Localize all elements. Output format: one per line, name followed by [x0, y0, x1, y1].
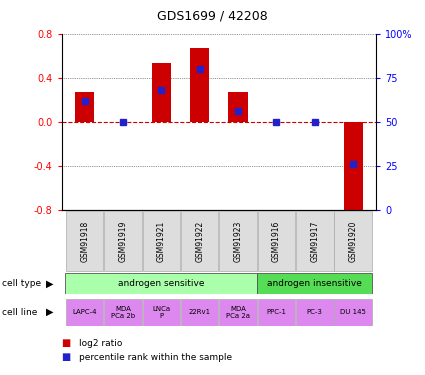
Text: ▶: ▶	[46, 279, 54, 288]
Text: LAPC-4: LAPC-4	[72, 309, 97, 315]
FancyBboxPatch shape	[258, 211, 295, 271]
FancyBboxPatch shape	[181, 211, 218, 271]
Text: GSM91923: GSM91923	[234, 220, 243, 262]
Text: MDA
PCa 2b: MDA PCa 2b	[111, 306, 135, 319]
Text: MDA
PCa 2a: MDA PCa 2a	[226, 306, 250, 319]
FancyBboxPatch shape	[258, 298, 295, 326]
FancyBboxPatch shape	[104, 211, 142, 271]
FancyBboxPatch shape	[257, 273, 372, 294]
FancyBboxPatch shape	[65, 273, 257, 294]
Text: PC-3: PC-3	[307, 309, 323, 315]
FancyBboxPatch shape	[296, 298, 334, 326]
Text: DU 145: DU 145	[340, 309, 366, 315]
Text: PPC-1: PPC-1	[266, 309, 286, 315]
Text: ■: ■	[62, 352, 71, 362]
FancyBboxPatch shape	[66, 211, 103, 271]
FancyBboxPatch shape	[181, 298, 218, 326]
FancyBboxPatch shape	[142, 211, 180, 271]
FancyBboxPatch shape	[142, 298, 180, 326]
Text: ▶: ▶	[46, 307, 54, 317]
Text: GDS1699 / 42208: GDS1699 / 42208	[157, 9, 268, 22]
Text: cell type: cell type	[2, 279, 41, 288]
Text: percentile rank within the sample: percentile rank within the sample	[79, 352, 232, 362]
FancyBboxPatch shape	[104, 298, 142, 326]
Text: LNCa
P: LNCa P	[152, 306, 170, 319]
FancyBboxPatch shape	[334, 298, 372, 326]
Text: GSM91919: GSM91919	[119, 220, 128, 262]
FancyBboxPatch shape	[296, 211, 334, 271]
Text: ■: ■	[62, 338, 71, 348]
Text: GSM91917: GSM91917	[310, 220, 319, 262]
Text: cell line: cell line	[2, 308, 37, 316]
Bar	[152, 63, 171, 122]
Text: GSM91916: GSM91916	[272, 220, 281, 262]
Text: GSM91922: GSM91922	[195, 220, 204, 262]
Bar	[190, 48, 209, 122]
FancyBboxPatch shape	[334, 211, 372, 271]
Text: log2 ratio: log2 ratio	[79, 339, 122, 348]
FancyBboxPatch shape	[219, 211, 257, 271]
Bar	[343, 122, 363, 219]
FancyBboxPatch shape	[66, 298, 103, 326]
Text: GSM91918: GSM91918	[80, 220, 89, 262]
Text: GSM91921: GSM91921	[157, 220, 166, 262]
Bar	[229, 92, 248, 122]
Bar	[75, 92, 94, 122]
FancyBboxPatch shape	[219, 298, 257, 326]
Text: 22Rv1: 22Rv1	[189, 309, 211, 315]
Text: androgen sensitive: androgen sensitive	[118, 279, 204, 288]
Text: GSM91920: GSM91920	[348, 220, 357, 262]
Text: androgen insensitive: androgen insensitive	[267, 279, 362, 288]
